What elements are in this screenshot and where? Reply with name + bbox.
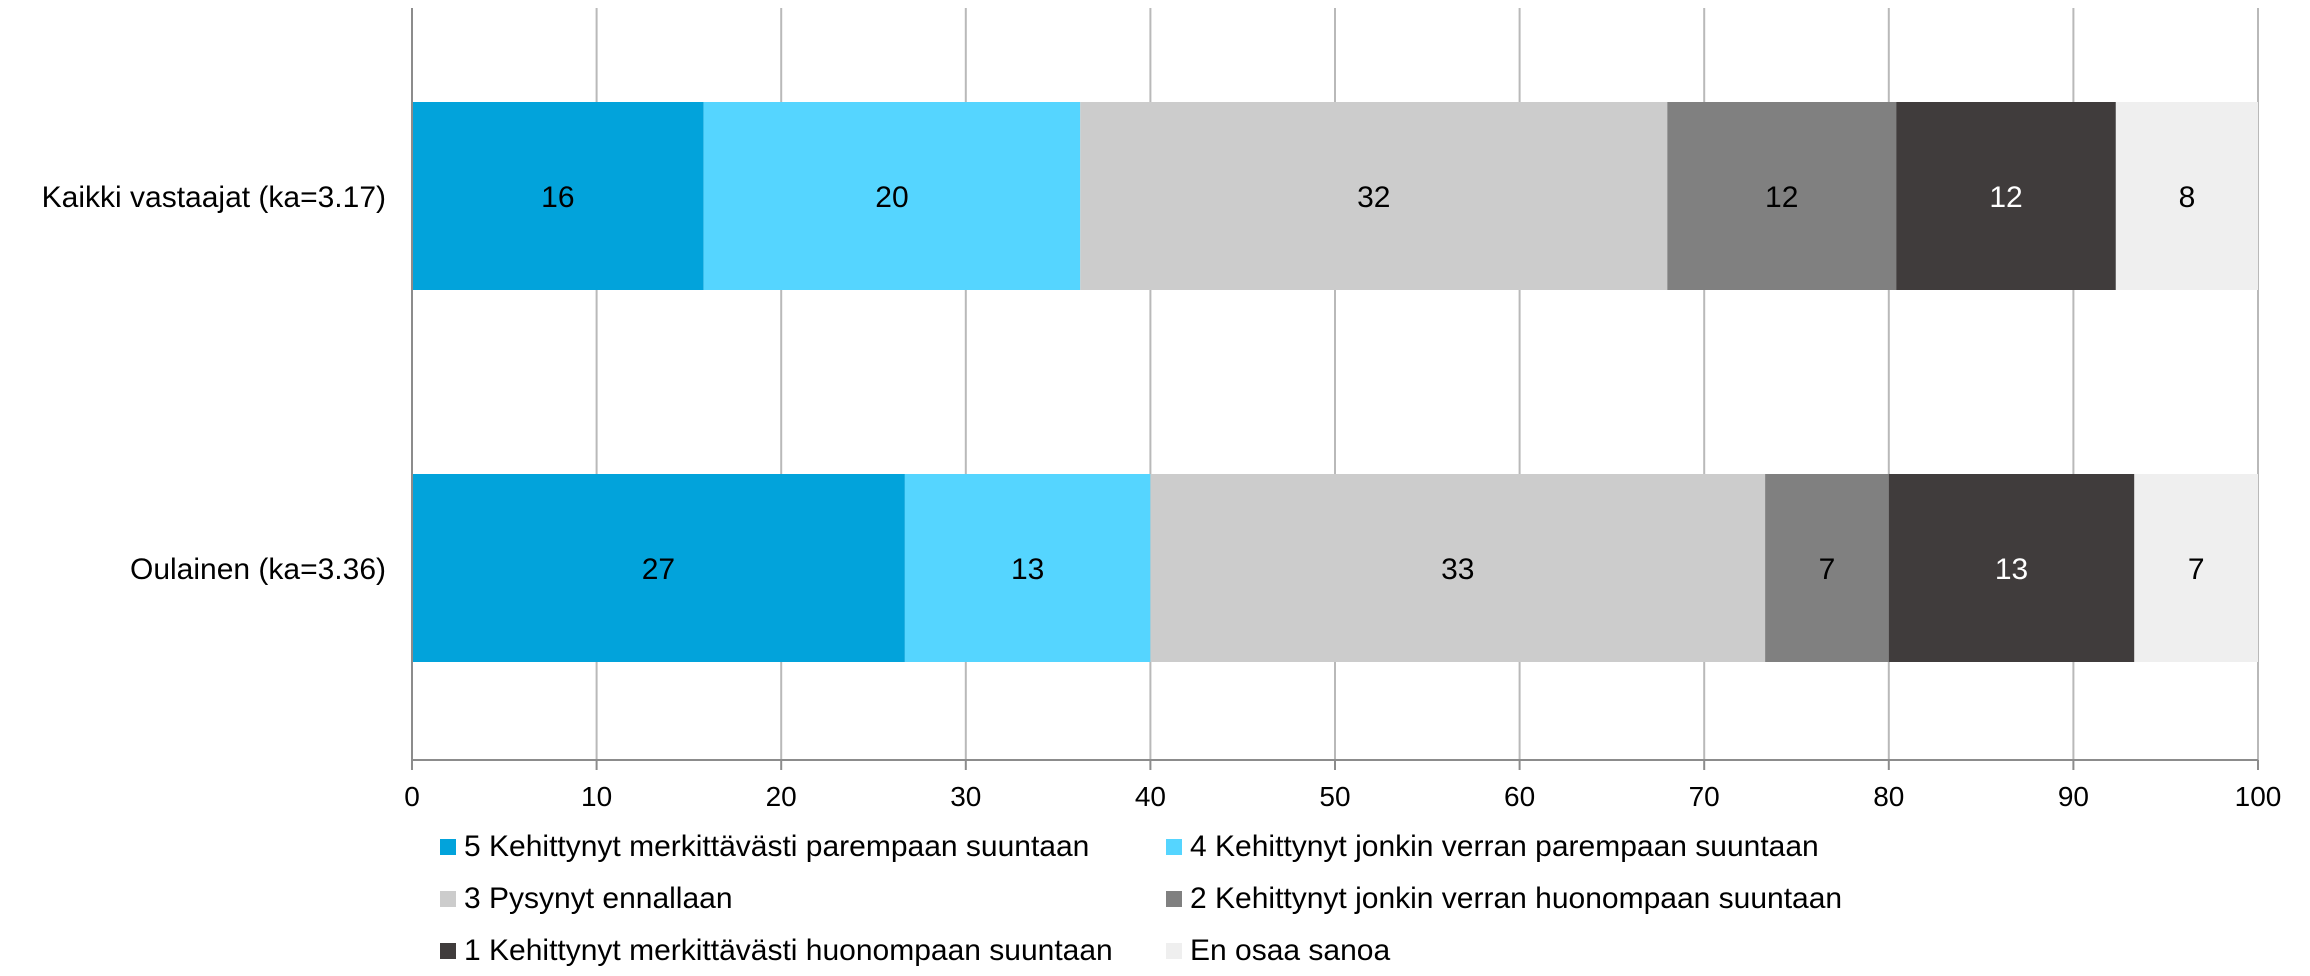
bars: 16 20 32 12 12 8 27 13 33 7 13 7 [412, 102, 2258, 662]
bar-segment [703, 102, 1081, 290]
bar-segment [1667, 102, 1897, 290]
legend-swatch [440, 891, 456, 907]
legend-swatch [1166, 943, 1182, 959]
data-label: 16 [541, 181, 574, 214]
x-tick-label: 100 [2235, 781, 2282, 812]
x-tick-label: 60 [1504, 781, 1535, 812]
x-tick-label: 0 [404, 781, 420, 812]
legend-swatch [440, 943, 456, 959]
bar-segment [1150, 474, 1766, 662]
legend-item: 2 Kehittynyt jonkin verran huonompaan su… [1166, 882, 1842, 916]
data-label: 13 [1011, 553, 1044, 586]
bar-segment [1765, 474, 1889, 662]
bar-segment [1896, 102, 2116, 290]
legend-swatch [1166, 891, 1182, 907]
x-tick-label: 40 [1135, 781, 1166, 812]
data-label: 12 [1765, 181, 1798, 214]
bar-segment [412, 474, 905, 662]
bar-segment [412, 102, 704, 290]
legend-label: 2 Kehittynyt jonkin verran huonompaan su… [1190, 882, 1843, 915]
category-label: Kaikki vastaajat (ka=3.17) [42, 181, 386, 214]
legend-item: En osaa sanoa [1166, 934, 1390, 968]
x-tick-label: 50 [1319, 781, 1350, 812]
x-tick-label: 30 [950, 781, 981, 812]
bar-segment [904, 474, 1151, 662]
legend-item: 1 Kehittynyt merkittävästi huonompaan su… [440, 934, 1113, 968]
x-tick-label: 70 [1689, 781, 1720, 812]
data-label: 32 [1357, 181, 1390, 214]
legend-item: 5 Kehittynyt merkittävästi parempaan suu… [440, 830, 1089, 864]
category-labels: Kaikki vastaajat (ka=3.17) Oulainen (ka=3… [42, 181, 386, 586]
x-tick-label: 90 [2058, 781, 2089, 812]
data-label: 13 [1995, 553, 2028, 586]
x-tick-label: 10 [581, 781, 612, 812]
bar-segment [2134, 474, 2258, 662]
data-label: 8 [2179, 181, 2196, 214]
bar-segment [1080, 102, 1668, 290]
legend-label: 4 Kehittynyt jonkin verran parempaan suu… [1190, 830, 1819, 863]
bar-segment [1888, 474, 2135, 662]
legend-label: 3 Pysynyt ennallaan [464, 882, 733, 915]
x-tick-label: 20 [766, 781, 797, 812]
bar-segment [2115, 102, 2258, 290]
x-axis: 0 10 20 30 40 50 60 70 80 90 100 [404, 8, 2281, 812]
data-label: 20 [875, 181, 908, 214]
data-label: 33 [1441, 553, 1474, 586]
data-label: 27 [642, 553, 675, 586]
legend-label: 5 Kehittynyt merkittävästi parempaan suu… [464, 830, 1090, 863]
data-label: 7 [1819, 553, 1836, 586]
legend-item: 3 Pysynyt ennallaan [440, 882, 733, 916]
data-label: 12 [1989, 181, 2022, 214]
legend-swatch [1166, 839, 1182, 855]
legend-label: En osaa sanoa [1190, 934, 1391, 967]
legend-item: 4 Kehittynyt jonkin verran parempaan suu… [1166, 830, 1819, 864]
legend-label: 1 Kehittynyt merkittävästi huonompaan su… [464, 934, 1113, 967]
data-label: 7 [2188, 553, 2205, 586]
legend-swatch [440, 839, 456, 855]
x-tick-label: 80 [1873, 781, 1904, 812]
category-label: Oulainen (ka=3.36) [130, 553, 386, 586]
